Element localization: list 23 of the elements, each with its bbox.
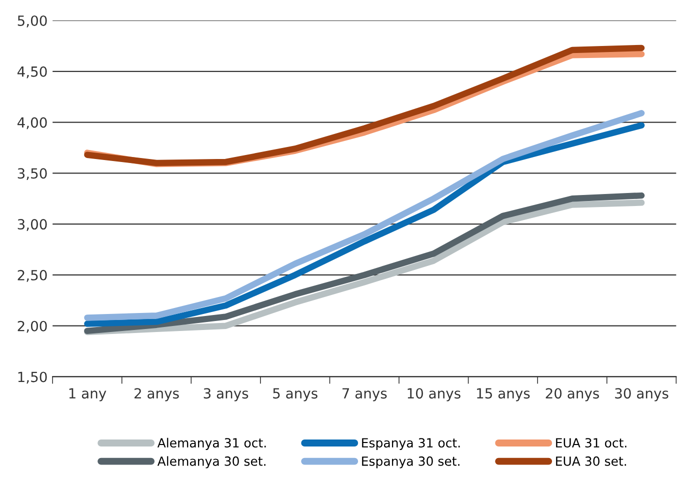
x-tick-label: 30 anys <box>615 388 668 402</box>
legend-label: EUA 31 oct. <box>556 438 626 448</box>
x-tick-label: 1 any <box>69 388 106 402</box>
x-tick-label: 7 anys <box>342 388 387 402</box>
y-tick-label: 4,50 <box>17 66 47 78</box>
y-tick-label: 3,50 <box>18 168 47 180</box>
legend-label: Alemanya 31 oct. <box>157 438 266 450</box>
legend-label: EUA 30 set. <box>556 456 626 466</box>
y-tick-label: 2,50 <box>18 270 47 282</box>
x-tick-label: 5 anys <box>273 388 318 402</box>
y-tick-label: 2,00 <box>18 320 47 333</box>
legend-label: Espanya 31 oct. <box>362 438 460 450</box>
y-tick-label: 4,00 <box>17 117 47 130</box>
x-tick-label: 2 anys <box>134 388 179 402</box>
y-tick-label: 5,00 <box>18 15 47 28</box>
x-tick-label: 15 anys <box>477 388 530 402</box>
x-tick-label: 10 anys <box>408 388 460 402</box>
y-tick-label: 3,00 <box>18 219 47 231</box>
x-tick-label: 3 anys <box>204 388 248 402</box>
legend-label: Alemanya 30 set. <box>157 456 266 468</box>
legend-label: Espanya 30 set. <box>362 456 460 468</box>
x-tick-label: 20 anys <box>546 388 599 402</box>
y-tick-label: 1,50 <box>18 372 47 384</box>
